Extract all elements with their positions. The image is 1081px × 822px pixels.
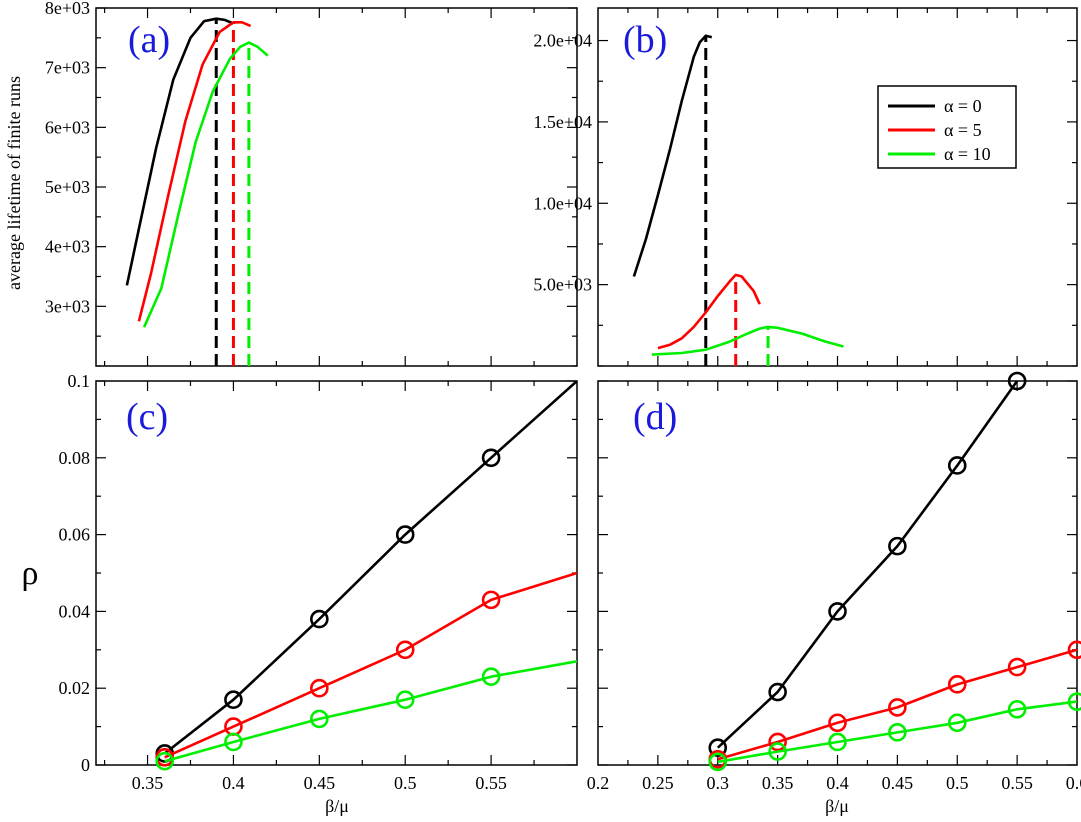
point-d-0-5 [1007,371,1027,391]
point-c-2-4 [481,667,501,686]
y-tick-label-c-0: 0 [81,755,90,775]
x-tick-label-d-2: 0.3 [707,773,730,793]
point-c-0-4 [481,448,501,468]
legend-label-1: α = 5 [944,120,982,140]
x-tick-label-c-0: 0.35 [132,773,164,793]
panel-frame-b [597,7,1078,367]
panel-frame-d [597,380,1078,766]
point-d-2-5 [1007,700,1027,719]
legend-box [877,85,1017,169]
x-tick-label-d-4: 0.4 [826,773,849,793]
point-d-2-3 [888,723,907,742]
point-d-2-4 [947,713,967,733]
point-d-0-2 [828,602,847,621]
series-line-d-0 [716,381,1019,749]
point-d-1-3 [888,698,907,717]
point-c-1-3 [395,640,415,660]
panel-frame-c [95,380,578,766]
point-c-1-4 [481,590,501,610]
x-tick-label-c-3: 0.5 [394,773,417,793]
x-tick-label-c-4: 0.55 [475,773,507,793]
panel-label-b: (b) [623,19,667,61]
series-line-c-2 [164,660,577,763]
y-tick-label-a-5: 8e+03 [45,0,90,18]
point-c-2-3 [395,690,415,710]
point-d-1-5 [1007,657,1027,677]
panel-label-c: (c) [126,396,168,438]
y-tick-label-c-5: 0.1 [68,371,91,391]
y-axis-title-rho: ρ [22,555,39,592]
x-axis-title-d: β/μ [825,796,849,816]
point-d-1-4 [947,675,967,694]
series-line-c-1 [164,571,577,759]
x-tick-label-c-2: 0.45 [304,773,336,793]
point-d-0-4 [947,456,967,475]
legend: α = 0 α = 5 α = 10 [877,85,1017,169]
panel-a: 3e+03 4e+03 5e+03 6e+03 7e+03 8e+03 [45,0,578,367]
point-d-2-1 [768,742,787,761]
x-tick-label-d-7: 0.55 [1001,773,1033,793]
point-d-0-1 [768,682,787,702]
series-line-a-0 [125,17,234,286]
point-c-2-1 [224,732,243,752]
y-tick-label-c-2: 0.04 [59,601,91,621]
point-d-2-2 [828,732,847,752]
x-tick-label-d-3: 0.35 [762,773,794,793]
series-line-b-1 [657,273,761,350]
point-d-1-2 [828,713,847,733]
y-tick-label-c-1: 0.02 [59,678,91,698]
series-line-a-1 [137,20,252,322]
point-c-1-2 [310,678,329,698]
y-tick-label-b-2: 1.5e+04 [533,112,592,132]
panel-label-a: (a) [128,19,170,61]
panel-label-d: (d) [633,396,677,438]
point-d-1-6 [1067,640,1081,660]
y-tick-label-b-0: 5.0e+03 [533,275,592,295]
series-line-d-1 [717,648,1077,761]
y-tick-label-b-3: 2.0e+04 [533,31,592,51]
point-d-2-0 [708,752,728,772]
series-line-b-0 [632,34,713,277]
point-d-0-0 [708,738,728,758]
panel-b: 5.0e+03 1.0e+04 1.5e+04 2.0e+04 [533,7,1078,367]
y-tick-label-a-1: 4e+03 [45,237,90,257]
x-tick-label-c-1: 0.4 [222,773,245,793]
x-tick-label-d-6: 0.5 [946,773,969,793]
y-axis-title-lifetime: average lifetime of finite runs [4,76,24,290]
y-tick-label-c-3: 0.06 [59,525,91,545]
y-tick-label-a-4: 7e+03 [45,58,90,78]
x-tick-label-d-1: 0.25 [642,773,674,793]
x-axis-title-c: β/μ [325,796,349,816]
panel-d: 0.2 0.25 0.3 0.35 0.4 0.45 0.5 0.55 0.6 [587,371,1081,793]
legend-label-0: α = 0 [944,96,982,116]
point-c-0-1 [224,690,243,710]
point-c-2-0 [155,751,175,771]
point-d-0-3 [888,536,907,556]
point-d-1-1 [768,732,787,752]
panel-c: 0 0.02 0.04 0.06 0.08 0.1 0.35 0.4 0.45 0.5 0.55 [59,371,578,793]
x-tick-label-d-5: 0.45 [882,773,914,793]
panel-frame-a [95,7,578,367]
y-tick-label-a-2: 5e+03 [45,177,90,197]
point-d-2-6 [1067,692,1081,711]
x-tick-label-d-8: 0.6 [1066,773,1081,793]
legend-label-2: α = 10 [944,144,991,164]
y-tick-label-a-3: 6e+03 [45,117,90,137]
series-line-c-0 [163,381,577,755]
y-tick-label-a-0: 3e+03 [45,296,90,316]
series-line-d-2 [717,700,1077,764]
y-tick-label-b-1: 1.0e+04 [533,193,592,213]
series-line-a-2 [142,41,269,328]
x-tick-label-d-0: 0.2 [587,773,610,793]
point-c-0-3 [395,525,415,544]
panels-layer: 3e+03 4e+03 5e+03 6e+03 7e+03 8e+03 5.0e+03 1.0… [45,0,1081,793]
point-c-2-2 [310,709,329,729]
point-c-0-2 [310,609,329,629]
series-line-b-2 [651,325,844,356]
y-tick-label-c-4: 0.08 [59,448,91,468]
